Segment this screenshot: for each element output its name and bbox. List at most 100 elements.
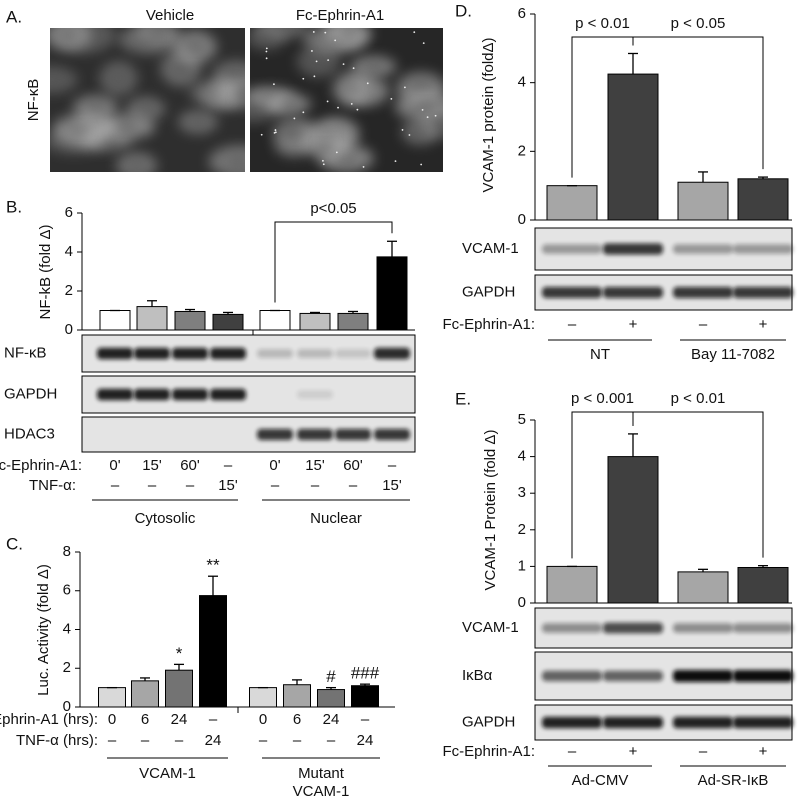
condition-label: Fc-Ephrin-A1: xyxy=(442,316,535,333)
bar xyxy=(677,181,729,221)
condition-value: – xyxy=(311,477,320,494)
condition-value: – xyxy=(293,732,302,749)
blot-band xyxy=(733,286,793,299)
speck xyxy=(408,134,411,136)
significance-bracket xyxy=(632,411,764,558)
nucleus xyxy=(279,97,298,110)
bar xyxy=(607,456,659,604)
speck xyxy=(362,166,365,168)
blot-label: HDAC3 xyxy=(4,425,55,442)
y-tick-label: 2 xyxy=(65,282,73,299)
condition-value: – xyxy=(568,316,577,333)
blot-band xyxy=(673,670,733,682)
nucleus xyxy=(127,159,146,172)
blot-band xyxy=(673,286,733,299)
speck xyxy=(334,39,337,42)
blot xyxy=(81,416,416,453)
condition-value: – xyxy=(224,457,233,474)
bar xyxy=(174,310,206,331)
condition-value: 6 xyxy=(293,711,301,728)
blot-band xyxy=(297,349,333,358)
speck xyxy=(327,59,330,62)
y-tick-label: 1 xyxy=(518,557,526,574)
speck xyxy=(322,163,325,166)
significance-mark: ** xyxy=(206,556,220,575)
blot-band xyxy=(542,670,602,682)
group-label: VCAM-1 xyxy=(139,765,196,782)
bar xyxy=(677,571,729,604)
nucleus xyxy=(58,28,77,41)
bar xyxy=(136,306,168,331)
nucleus xyxy=(432,116,443,129)
blot-band xyxy=(542,244,602,254)
blot-band xyxy=(542,286,602,299)
blot-band xyxy=(733,670,793,682)
speck xyxy=(302,77,305,80)
condition-value: 0 xyxy=(259,711,267,728)
group-label: Ad-SR-IκB xyxy=(698,772,769,789)
y-tick-label: 5 xyxy=(518,411,526,428)
y-tick-label: 4 xyxy=(518,74,526,91)
speck xyxy=(273,83,275,86)
significance-label: p < 0.01 xyxy=(671,390,726,407)
condition-value: 24 xyxy=(171,711,188,728)
blot-label: VCAM-1 xyxy=(462,240,519,257)
significance-label: p < 0.01 xyxy=(575,15,630,32)
nucleus xyxy=(342,82,361,95)
condition-value: 0' xyxy=(269,457,280,474)
nucleus xyxy=(317,141,336,154)
bar xyxy=(737,178,789,221)
blot-band xyxy=(97,347,133,360)
y-tick-label: 4 xyxy=(518,448,526,465)
nucleus xyxy=(340,28,359,40)
speck xyxy=(413,31,416,34)
condition-label: Fc-Ephrin-A1 (hrs): xyxy=(0,711,98,728)
y-tick-label: 0 xyxy=(63,698,71,715)
nucleus xyxy=(256,31,275,44)
condition-value: 15' xyxy=(142,457,162,474)
cell xyxy=(50,66,78,94)
condition-value: + xyxy=(759,743,768,760)
blot-band xyxy=(134,388,170,401)
nucleus xyxy=(229,155,245,168)
y-tick-label: 6 xyxy=(63,582,71,599)
group-label: NT xyxy=(590,346,610,363)
blot-label: IκBα xyxy=(462,667,493,684)
blot-band xyxy=(297,390,333,399)
condition-value: 6 xyxy=(141,711,149,728)
column-label: Vehicle xyxy=(146,7,194,24)
speck xyxy=(426,116,429,119)
bar xyxy=(376,256,408,331)
significance-label: p < 0.05 xyxy=(671,15,726,32)
bar xyxy=(165,669,193,708)
blot-band xyxy=(542,623,602,633)
condition-value: + xyxy=(759,316,768,333)
speck xyxy=(274,131,277,134)
speck xyxy=(350,103,353,105)
blot-band xyxy=(733,716,793,729)
group-label: Nuclear xyxy=(310,510,362,527)
y-tick-label: 2 xyxy=(518,142,526,159)
bar xyxy=(337,312,369,331)
nucleus xyxy=(309,55,328,68)
y-tick-label: 3 xyxy=(518,484,526,501)
bar xyxy=(212,313,244,331)
condition-value: – xyxy=(361,711,370,728)
y-tick-label: 6 xyxy=(65,204,73,221)
blot-band xyxy=(172,347,208,360)
condition-value: – xyxy=(327,732,336,749)
speck xyxy=(260,133,263,136)
condition-value: 24 xyxy=(205,732,222,749)
blot-label: GAPDH xyxy=(462,713,515,730)
nucleus xyxy=(71,123,90,136)
condition-value: 60' xyxy=(343,457,363,474)
significance-bracket xyxy=(274,221,393,303)
panel-label: A. xyxy=(6,7,22,26)
y-axis-label: NF-kB (fold Δ) xyxy=(37,224,54,319)
group-label: Mutant xyxy=(298,765,345,782)
y-tick-label: 0 xyxy=(518,594,526,611)
speck xyxy=(394,160,397,163)
y-tick-label: 8 xyxy=(63,543,71,560)
condition-value: – xyxy=(209,711,218,728)
row-label: NF-κB xyxy=(25,79,42,122)
